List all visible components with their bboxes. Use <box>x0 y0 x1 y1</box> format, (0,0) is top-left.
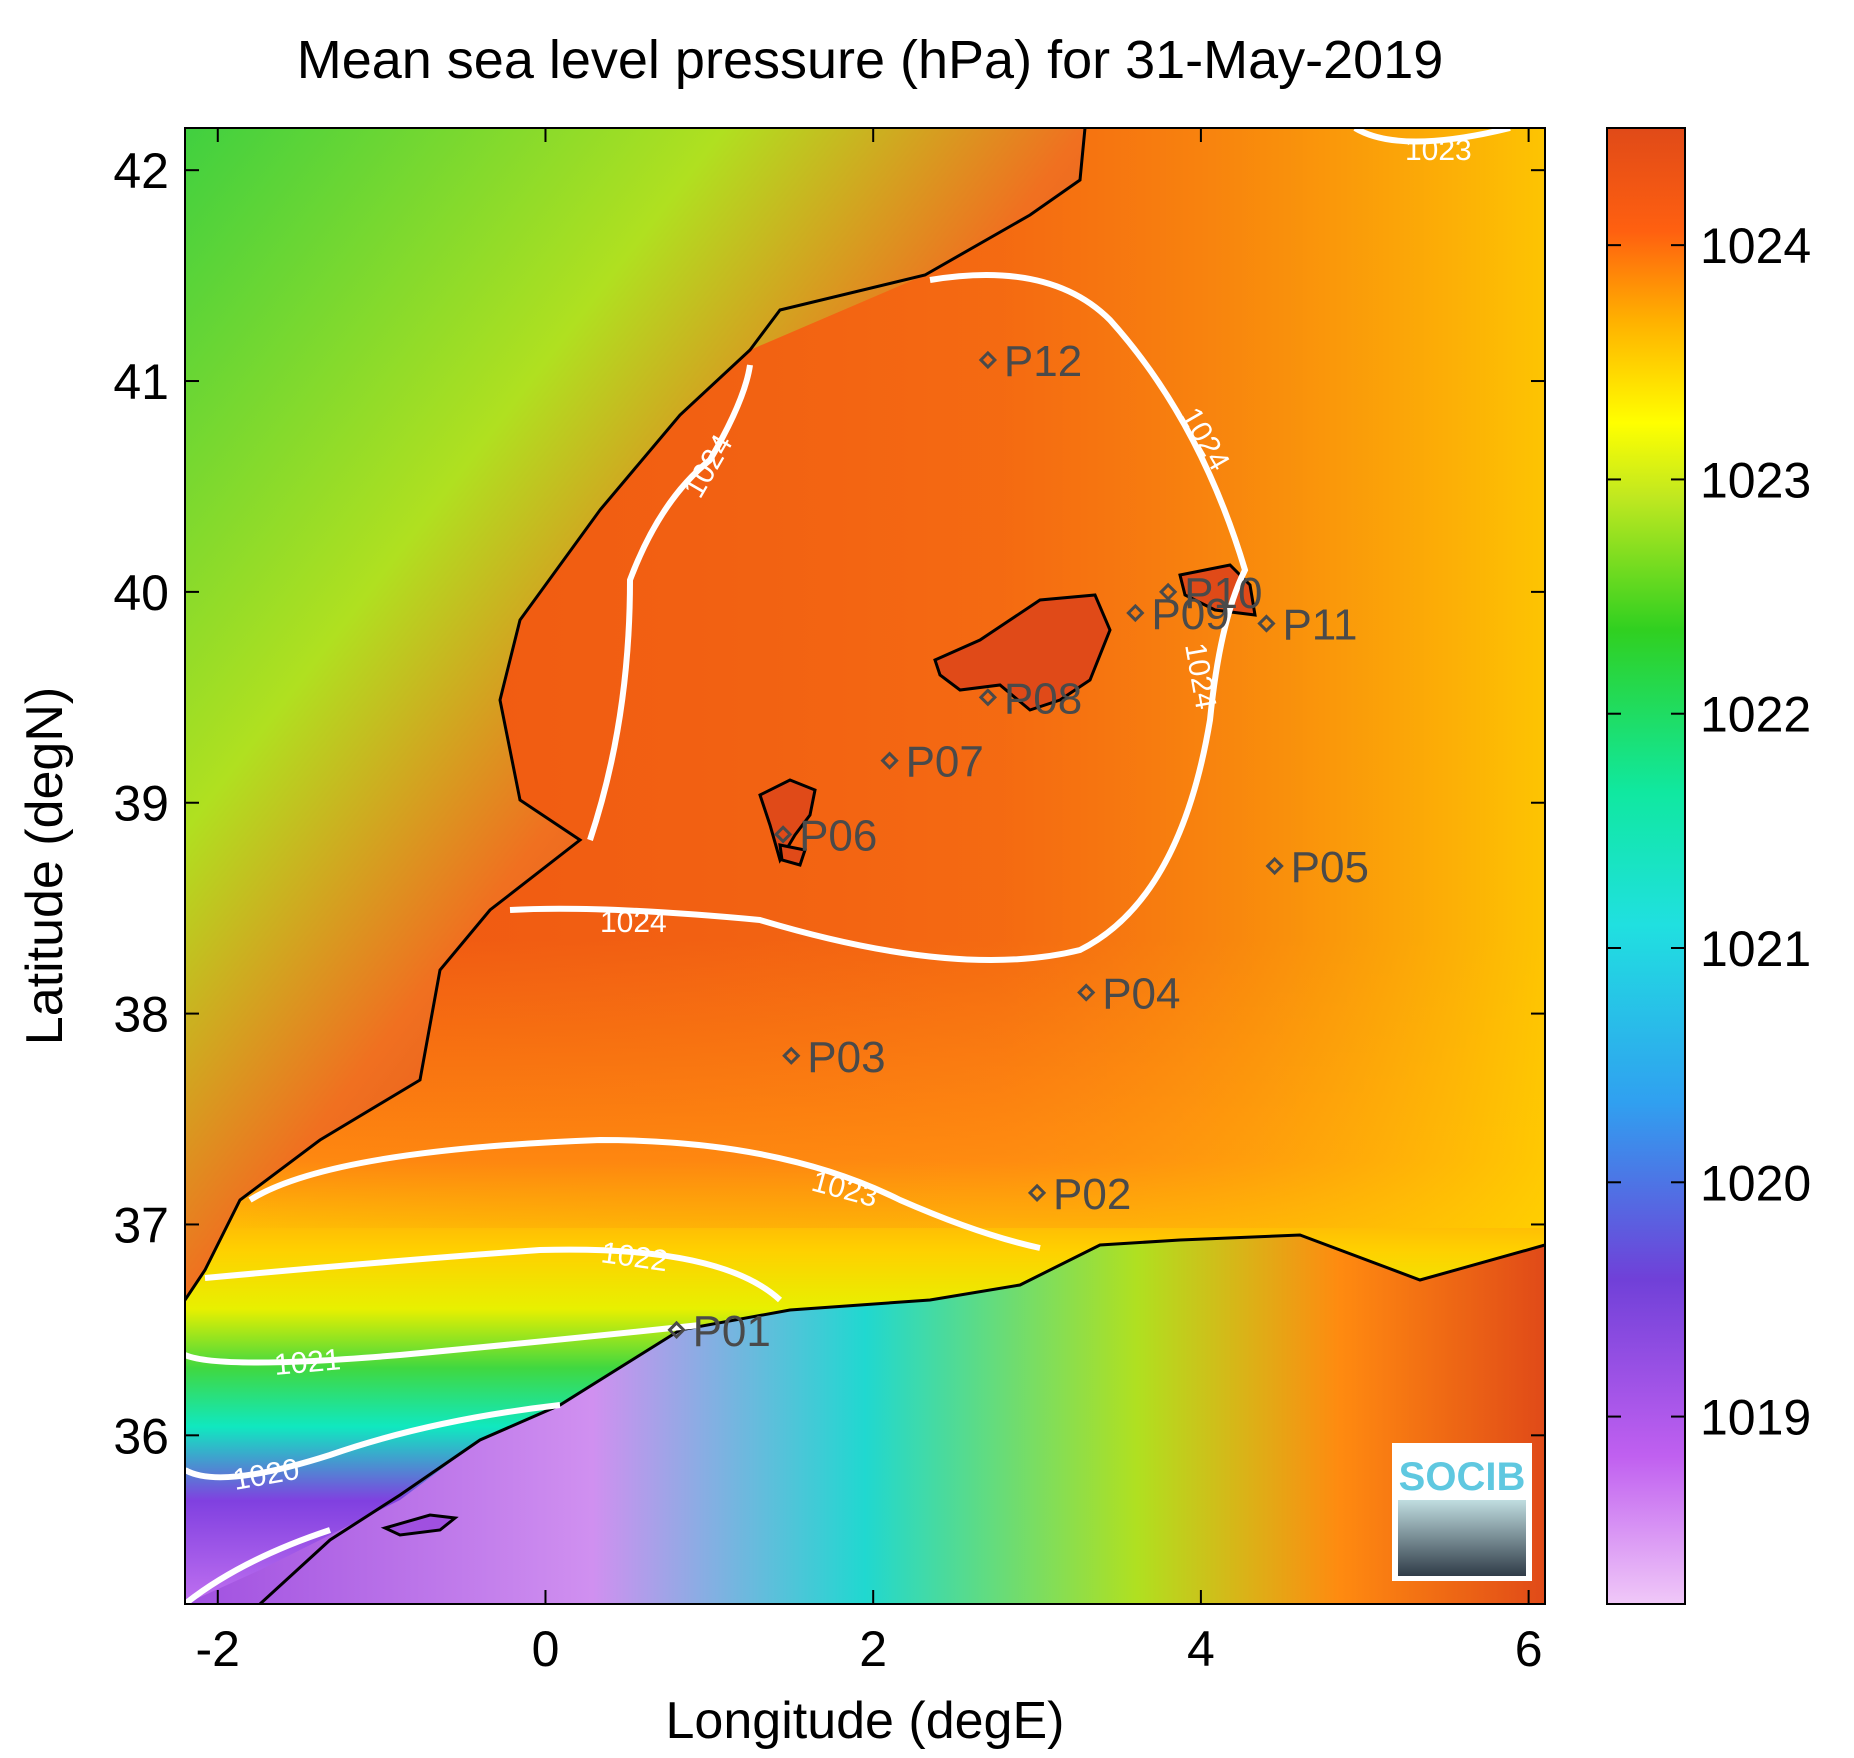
africa-coastline <box>258 1233 1545 1604</box>
colorbar: 1024 1023 1022 1021 1020 1019 <box>1606 127 1811 1605</box>
menorca-island <box>1178 563 1257 617</box>
station-label: P05 <box>1291 843 1369 892</box>
iberia-land <box>185 128 1085 1300</box>
colorbar-ticks: 1024 1023 1022 1021 1020 1019 <box>1607 218 1811 1446</box>
y-tick-label: 36 <box>113 1408 169 1464</box>
contour-1022 <box>204 1246 783 1303</box>
station-p08: P08 <box>978 674 1082 723</box>
colorbar-tick-label: 1024 <box>1700 218 1811 274</box>
station-marker <box>978 688 998 707</box>
contour-label: 1023 <box>1405 134 1472 167</box>
station-p09: P09 <box>1126 590 1230 639</box>
colorbar-tick-label: 1022 <box>1700 687 1811 743</box>
x-tick-label: 0 <box>532 1621 560 1677</box>
y-axis: 36 37 38 39 40 41 42 <box>113 143 1545 1464</box>
station-p11: P11 <box>1257 601 1357 650</box>
contour-1024-center <box>509 272 1249 963</box>
station-label: P12 <box>1004 337 1082 386</box>
station-marker <box>1257 614 1276 633</box>
station-marker <box>1077 983 1096 1002</box>
iberia-coastline <box>185 128 1087 1301</box>
y-tick-label: 42 <box>113 143 169 199</box>
formentera-island <box>778 843 807 867</box>
x-axis: -2 0 2 4 6 <box>196 128 1543 1677</box>
y-tick-label: 37 <box>113 1197 169 1253</box>
station-p10: P10 <box>1159 569 1262 618</box>
colorbar-gradient <box>1606 127 1686 1605</box>
logo-text: SOCIB <box>1399 1455 1526 1499</box>
contour-1021 <box>185 1322 701 1366</box>
station-marker <box>978 350 998 370</box>
station-p01: P01 <box>667 1307 771 1356</box>
x-tick-label: 6 <box>1515 1621 1543 1677</box>
colorbar-tick-label: 1023 <box>1700 452 1811 508</box>
station-marker <box>1027 1183 1047 1202</box>
y-tick-label: 39 <box>113 776 169 832</box>
plot-frame <box>184 127 1546 1605</box>
station-marker <box>667 1320 686 1340</box>
x-axis-label: Longitude (degE) <box>666 1692 1065 1750</box>
station-p03: P03 <box>782 1033 886 1082</box>
contour-1023-south <box>248 1136 1041 1251</box>
station-label: P04 <box>1102 970 1180 1019</box>
station-p07: P07 <box>880 738 984 787</box>
station-marker <box>782 1046 801 1065</box>
y-axis-label: Latitude (degN) <box>16 687 74 1045</box>
x-tick-label: 4 <box>1187 1621 1215 1677</box>
station-label: P11 <box>1282 601 1357 650</box>
station-p06: P06 <box>773 811 877 860</box>
station-label: P09 <box>1151 590 1229 639</box>
socib-logo: SOCIB <box>1392 1443 1532 1581</box>
station-label: P01 <box>693 1307 771 1356</box>
y-tick-label: 41 <box>113 354 169 410</box>
colorbar-tick-label: 1019 <box>1700 1390 1811 1446</box>
y-tick-label: 40 <box>113 565 169 621</box>
station-label: P02 <box>1053 1170 1131 1219</box>
alboran-island <box>380 1513 459 1537</box>
colorbar-tick-label: 1020 <box>1700 1155 1811 1211</box>
station-marker <box>1265 856 1284 876</box>
station-label: P03 <box>807 1033 885 1082</box>
station-marker <box>880 751 899 770</box>
station-marker <box>1159 582 1178 602</box>
contour-label: 1021 <box>273 1343 342 1382</box>
station-p12: P12 <box>978 337 1082 386</box>
contour-1020 <box>185 1402 561 1604</box>
y-tick-label: 38 <box>113 987 169 1043</box>
x-tick-label: 2 <box>859 1621 887 1677</box>
contour-1023-north <box>1353 128 1511 145</box>
station-label: P10 <box>1184 569 1262 618</box>
colorbar-tick-label: 1021 <box>1700 921 1811 977</box>
plot-area <box>185 128 1545 1604</box>
contour-label: 1024 <box>600 906 667 939</box>
africa-land <box>185 1235 1545 1604</box>
station-p02: P02 <box>1027 1170 1131 1219</box>
chart-title: Mean sea level pressure (hPa) for 31-May… <box>297 30 1444 90</box>
station-label: P07 <box>906 738 984 787</box>
station-p04: P04 <box>1077 970 1181 1019</box>
station-label: P06 <box>799 811 877 860</box>
station-marker <box>773 825 793 844</box>
station-p05: P05 <box>1265 843 1369 892</box>
mallorca-island <box>933 593 1112 712</box>
station-label: P08 <box>1004 674 1082 723</box>
station-marker <box>1126 603 1145 623</box>
x-tick-label: -2 <box>196 1621 240 1677</box>
ibiza-island <box>758 778 817 864</box>
